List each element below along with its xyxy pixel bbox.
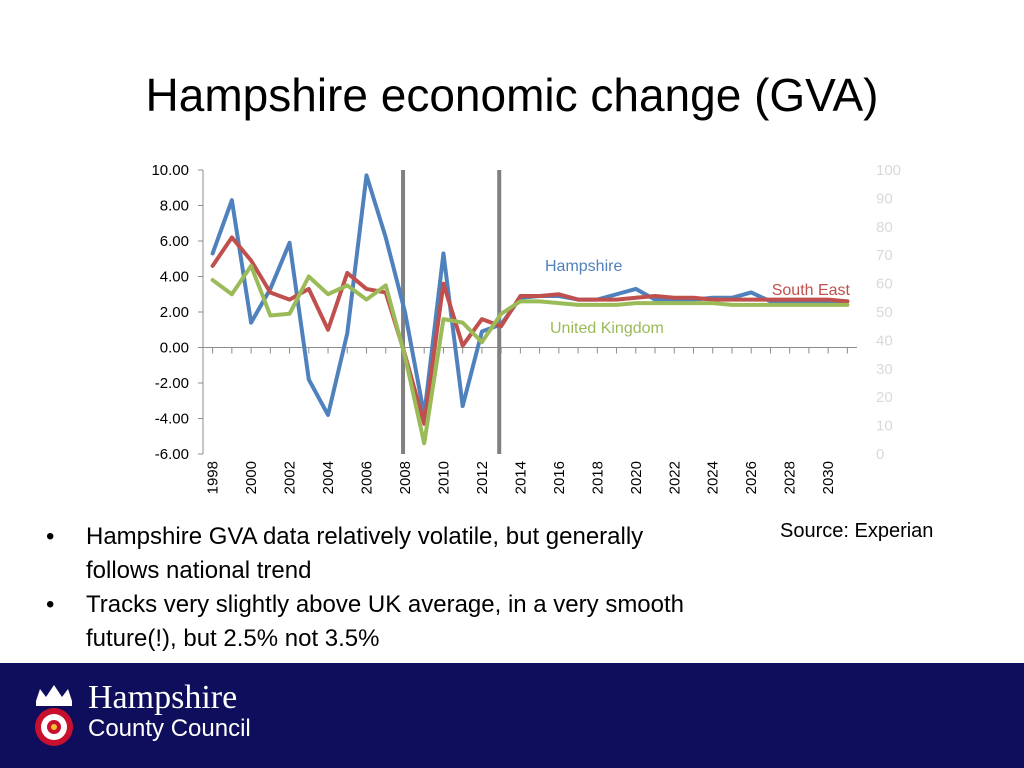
y2-tick-label: 90	[876, 190, 893, 207]
x-tick-label: 2008	[397, 461, 414, 494]
x-tick-label: 2010	[435, 461, 452, 494]
bullet-list: • Hampshire GVA data relatively volatile…	[42, 520, 722, 656]
bullet-item: • Hampshire GVA data relatively volatile…	[42, 520, 722, 588]
x-tick-label: 2004	[320, 461, 337, 494]
y-tick-label: 10.00	[151, 162, 189, 179]
y2-tick-label: 40	[876, 332, 893, 349]
y-tick-label: 0.00	[160, 340, 189, 357]
x-tick-label: 2002	[282, 461, 299, 494]
series-label-hampshire: Hampshire	[545, 258, 622, 275]
x-tick-label: 2012	[474, 461, 491, 494]
series-line-south-east	[210, 235, 850, 426]
y-tick-label: 2.00	[160, 304, 189, 321]
x-tick-label: 2022	[666, 461, 683, 494]
series-label-united-kingdom: United Kingdom	[550, 320, 664, 337]
x-tick-label: 2024	[705, 461, 722, 494]
y2-tick-label: 60	[876, 276, 893, 293]
y-tick-label: 8.00	[160, 198, 189, 215]
y-tick-label: 6.00	[160, 233, 189, 250]
y-tick-label: -2.00	[155, 375, 189, 392]
bullet-marker: •	[46, 523, 55, 550]
slide-title: Hampshire economic change (GVA)	[145, 69, 879, 121]
hampshire-rose-crest-icon	[35, 685, 73, 746]
y2-tick-label: 30	[876, 361, 893, 378]
y2-tick-label: 10	[876, 418, 893, 435]
y2-tick-label: 100	[876, 162, 901, 179]
y2-tick-label: 70	[876, 247, 893, 264]
y-tick-label: -6.00	[155, 446, 189, 463]
footer-bar: Hampshire County Council	[0, 663, 1024, 768]
x-tick-label: 2028	[782, 461, 799, 494]
x-tick-label: 2016	[551, 461, 568, 494]
y2-tick-label: 0	[876, 446, 884, 463]
y2-tick-label: 20	[876, 389, 893, 406]
x-tick-label: 1998	[205, 461, 222, 494]
bullet-text: Hampshire GVA data relatively volatile, …	[86, 523, 644, 584]
x-tick-label: 2030	[820, 461, 837, 494]
x-tick-label: 2020	[628, 461, 645, 494]
bullet-marker: •	[46, 591, 55, 618]
x-tick-label: 2000	[243, 461, 260, 494]
x-tick-label: 2006	[359, 461, 376, 494]
series-line-united-kingdom	[210, 263, 850, 446]
y2-tick-label: 50	[876, 304, 893, 321]
x-tick-label: 2018	[589, 461, 606, 494]
source-note: Source: Experian	[780, 520, 934, 542]
x-tick-label: 2014	[512, 461, 529, 494]
y2-tick-label: 80	[876, 219, 893, 236]
y-tick-label: 4.00	[160, 269, 189, 286]
logo-name: Hampshire	[88, 679, 238, 716]
y-tick-label: -4.00	[155, 411, 189, 428]
x-tick-label: 2026	[743, 461, 760, 494]
bullet-text: Tracks very slightly above UK average, i…	[86, 591, 685, 652]
series-label-south-east: South East	[772, 282, 851, 299]
gva-line-chart: 10.00 8.00 6.00 4.00 2.00 0.00 -2.00 -4.00 -6.00…	[151, 162, 901, 494]
logo-subtitle: County Council	[88, 715, 251, 742]
bullet-item: • Tracks very slightly above UK average,…	[42, 588, 722, 656]
